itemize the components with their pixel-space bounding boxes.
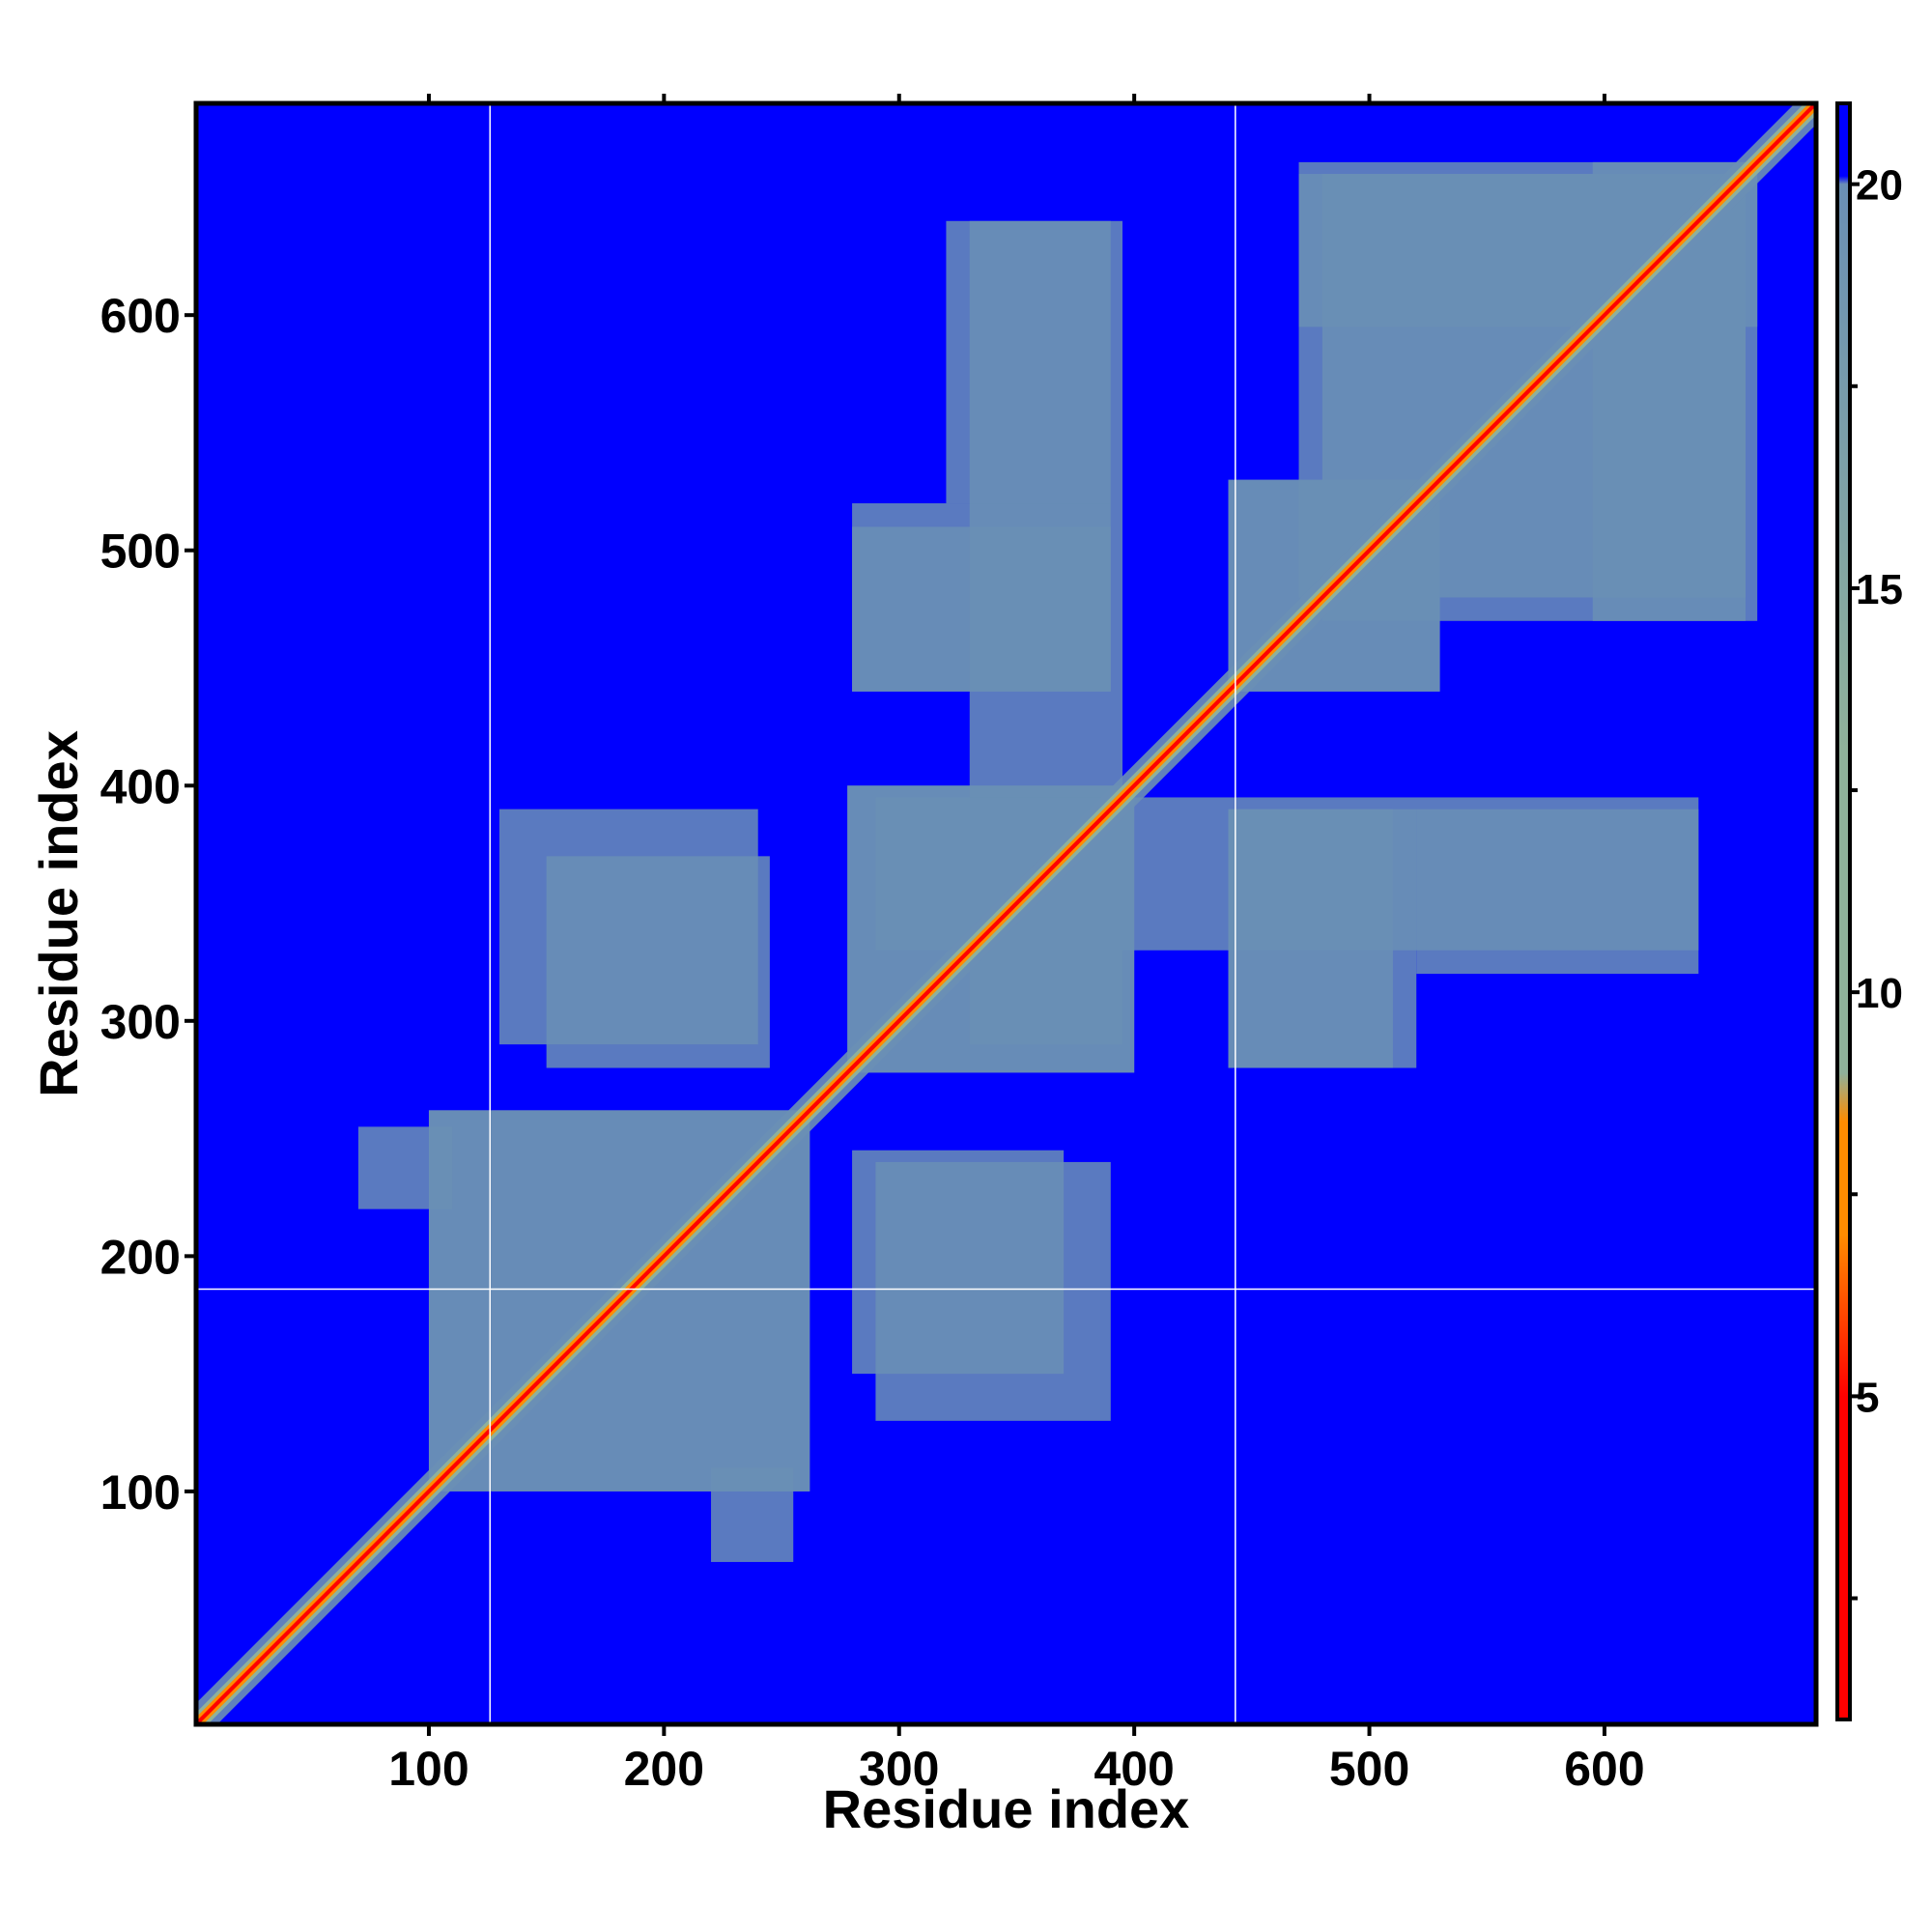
x-tick-label: 500 xyxy=(1329,1742,1409,1796)
heatmap-layer xyxy=(196,103,1816,1724)
x-axis-title: Residue index xyxy=(823,1778,1190,1839)
y-tick-label: 300 xyxy=(100,995,181,1049)
diagonal-band-3 xyxy=(196,103,1816,1724)
heatmap-block-9-1 xyxy=(357,1126,453,1209)
heatmap-block-7-0 xyxy=(1228,809,1417,1068)
heatmap-block-11-1 xyxy=(875,1161,1111,1421)
heatmap-block-8-1 xyxy=(946,220,1111,504)
y-tick-label: 400 xyxy=(100,759,181,813)
heatmap-block-8-0 xyxy=(1416,809,1699,975)
y-axis-title: Residue index xyxy=(28,730,89,1097)
x-tick-label: 600 xyxy=(1564,1742,1644,1796)
colorbar-bar xyxy=(1835,101,1852,1721)
axes-layer: 100 200 300 400 500 600 100 200 300 400 500 600 xyxy=(100,94,1819,1796)
colorbar-tick-label: 10 xyxy=(1856,970,1903,1017)
y-tick-label: 100 xyxy=(100,1465,181,1520)
x-tick-label: 200 xyxy=(624,1742,704,1796)
y-tick-label: 200 xyxy=(100,1230,181,1284)
colorbar: 5 10 15 20 xyxy=(1835,101,1903,1721)
x-tick-label: 400 xyxy=(1094,1742,1174,1796)
heatmap-block-7-1 xyxy=(852,503,1111,692)
colorbar-tick-label: 15 xyxy=(1856,566,1903,613)
heatmap-block-9-0 xyxy=(711,1467,794,1562)
plot-frame xyxy=(193,100,1819,1727)
y-tick-label: 600 xyxy=(100,289,181,343)
x-tick-label: 300 xyxy=(859,1742,939,1796)
y-tick-label: 500 xyxy=(100,525,181,579)
heatmap-block-11-0 xyxy=(498,809,758,1045)
heatmap-cells xyxy=(196,103,1816,1724)
x-tick-label: 100 xyxy=(388,1742,469,1796)
colorbar-tick-label: 5 xyxy=(1856,1374,1879,1421)
colorbar-tick-label: 20 xyxy=(1856,162,1903,210)
